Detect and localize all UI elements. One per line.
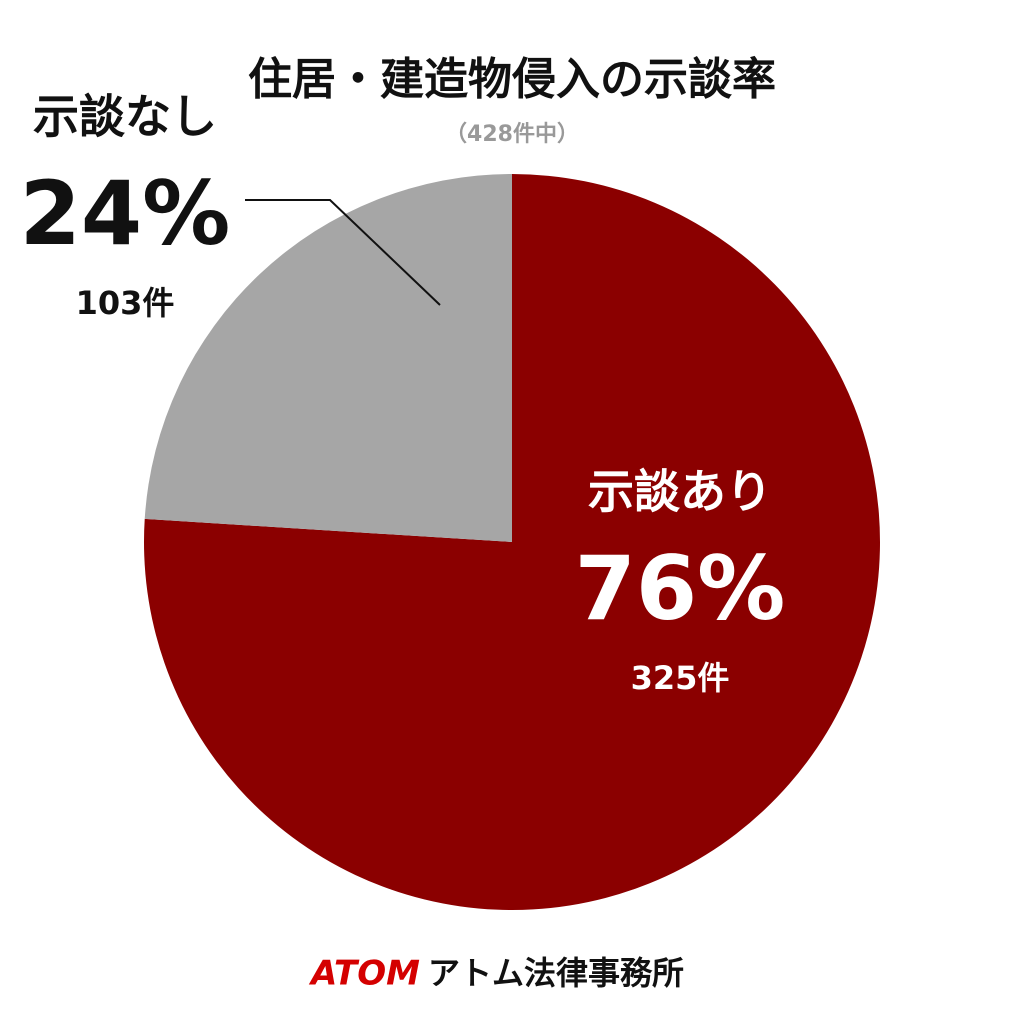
chart-title: 住居・建造物侵入の示談率: [248, 54, 776, 105]
pie-slice: [144, 174, 512, 542]
count-label: 325件: [631, 659, 730, 697]
footer-brand: ATOM: [308, 954, 420, 994]
slice-label: 示談なし: [33, 90, 217, 144]
value-label: 76%: [575, 537, 786, 640]
pie: [143, 174, 881, 910]
count-label: 103件: [76, 284, 175, 322]
chart-subtitle: （428件中）: [445, 122, 579, 147]
value-label: 24%: [20, 162, 231, 265]
footer-name: アトム法律事務所: [428, 954, 684, 992]
slice-label: 示談あり: [588, 465, 772, 519]
leader-line: [245, 199, 441, 306]
